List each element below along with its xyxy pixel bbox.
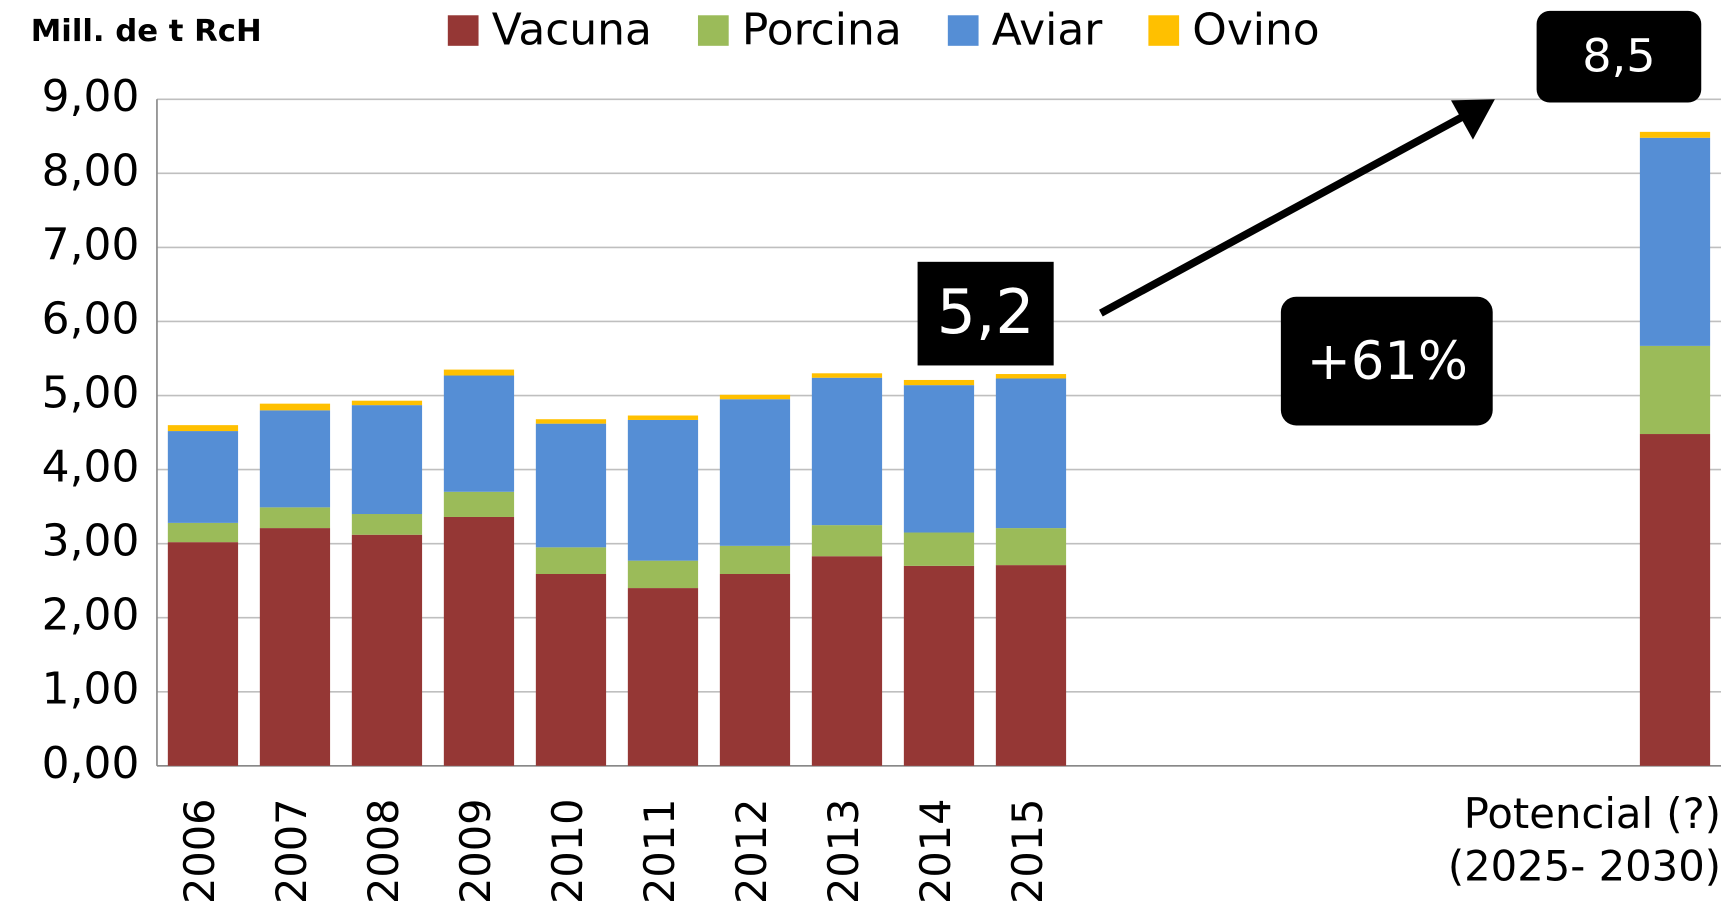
bar-segment: [719, 545, 791, 575]
x-tick-label: 2009: [451, 799, 500, 905]
x-tick-label: 2010: [543, 799, 592, 905]
legend-swatch: [1148, 15, 1180, 46]
legend-label: Ovino: [1192, 5, 1319, 56]
x-tick-label: 2007: [267, 799, 316, 905]
y-tick-label: 2,00: [42, 590, 140, 641]
annotation-text: 8,5: [1582, 29, 1655, 83]
plot: 0,00 1,00 2,00 3,00 4,00 5,00 6,00 7,00 8,00 9,00…: [42, 5, 1721, 905]
bar-segment: [1639, 434, 1711, 766]
bar-segment: [995, 378, 1067, 529]
bar-segment: [903, 385, 975, 533]
annotation-box: [1280, 296, 1493, 426]
bar-segment: [443, 516, 515, 766]
legend-swatch: [697, 15, 729, 46]
bar-segment: [167, 542, 239, 766]
annotation-text: 5,2: [937, 277, 1035, 348]
legend-label: Porcina: [742, 5, 902, 56]
x-tick-label: 2011: [635, 799, 684, 905]
x-tick-label: 2013: [819, 799, 868, 905]
bar-segment: [811, 373, 883, 378]
arrow-shaft: [1099, 109, 1473, 317]
bar-segment: [443, 491, 515, 517]
annotation-5-2: 5,2: [917, 261, 1054, 366]
bar-segment: [535, 423, 607, 548]
arrow-head: [1450, 99, 1495, 140]
x-tick-label-box: Potencial (?) (2025- 2030): [1447, 789, 1721, 891]
bar-segment: [903, 379, 975, 386]
bar-segment: [995, 374, 1067, 379]
legend-swatch: [447, 15, 479, 46]
bar-segment: [627, 415, 699, 420]
legend-label: Vacuna: [492, 5, 652, 56]
bar-segment: [167, 431, 239, 523]
bar-segment: [811, 525, 883, 557]
bar-segment: [535, 574, 607, 766]
y-tick-label: 4,00: [42, 442, 140, 493]
x-tick-label: 2012: [727, 799, 776, 905]
x-tick-label: 2014: [911, 799, 960, 905]
bar-segment: [167, 522, 239, 543]
bar-segment: [259, 507, 331, 529]
annotation-8-5: 8,5: [1536, 10, 1702, 103]
y-tick-label: 7,00: [42, 219, 140, 270]
bar-segment: [627, 560, 699, 589]
bar-segment: [719, 399, 791, 546]
bar-segment: [903, 532, 975, 566]
y-tick-label: 1,00: [42, 664, 140, 715]
x-tick-label: Potencial (?) (2025- 2030): [1447, 789, 1721, 891]
bar-segment: [719, 394, 791, 400]
bar-segment: [811, 556, 883, 766]
y-tick-label: 5,00: [42, 368, 140, 419]
bar-segment: [811, 377, 883, 526]
bar-segment: [1639, 345, 1711, 435]
bar-segment: [535, 547, 607, 575]
arrow: [1099, 99, 1495, 317]
annotation-61: +61%: [1280, 296, 1493, 426]
bar-segment: [259, 410, 331, 508]
y-tick-label: 8,00: [42, 145, 140, 196]
bar-segment: [719, 574, 791, 766]
y-tick-label: 9,00: [42, 71, 140, 122]
bar-segment: [351, 534, 423, 766]
bar-segment: [351, 514, 423, 535]
x-tick-label: 2008: [359, 799, 408, 905]
bar-segment: [627, 419, 699, 561]
annotation-box: [1536, 10, 1702, 103]
bar-segment: [351, 400, 423, 406]
bar-segment: [167, 425, 239, 432]
bar-segment: [443, 369, 515, 376]
y-axis-label: Mill. de t RcH: [31, 14, 262, 49]
bar-segment: [443, 375, 515, 492]
x-tick-label: 2015: [1003, 799, 1052, 905]
bar-segment: [351, 405, 423, 515]
x-tick-label: 2006: [175, 799, 224, 905]
annotation-box: [917, 261, 1054, 366]
bar-segment: [1639, 137, 1711, 346]
legend-swatch: [947, 15, 979, 46]
bar-segment: [259, 403, 331, 411]
annotation-text: +61%: [1307, 331, 1468, 392]
y-tick-label: 6,00: [42, 294, 140, 345]
bar-segment: [535, 419, 607, 424]
bar-segment: [995, 528, 1067, 566]
legend-label: Aviar: [992, 5, 1103, 56]
bar-segment: [995, 565, 1067, 766]
bar-segment: [627, 588, 699, 766]
bar-segment: [1639, 131, 1711, 138]
y-tick-label: 0,00: [42, 738, 140, 789]
bar-segment: [259, 528, 331, 766]
bar-segment: [903, 565, 975, 766]
y-tick-label: 3,00: [42, 516, 140, 567]
